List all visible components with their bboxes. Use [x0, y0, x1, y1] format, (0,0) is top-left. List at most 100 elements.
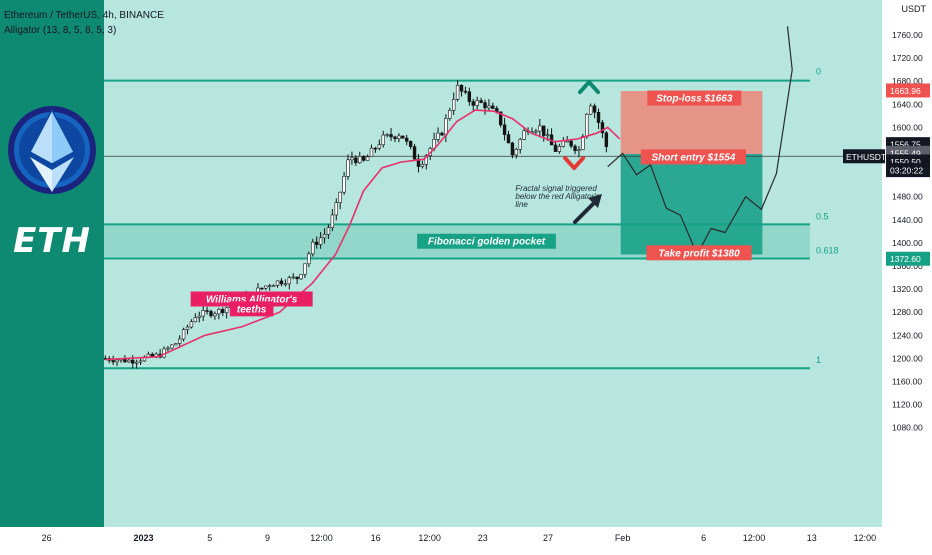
- candle-body: [604, 132, 609, 148]
- candle-body: [545, 134, 550, 137]
- annotation-bg-2: [646, 245, 752, 261]
- currency-label: USDT: [901, 4, 927, 14]
- candle-body: [416, 158, 421, 167]
- x-tick-label: 12:00: [310, 533, 333, 543]
- candle-body: [487, 105, 491, 109]
- candle-body: [201, 310, 205, 317]
- candle-body: [213, 313, 217, 317]
- candle-body: [166, 347, 170, 350]
- price-tag-bg: [886, 163, 930, 178]
- candle-body: [589, 105, 593, 115]
- candle-body: [291, 276, 295, 279]
- candle-body: [365, 156, 370, 161]
- price-tag: 1550.50: [890, 157, 921, 167]
- symbol-tag[interactable]: ETHUSDT: [846, 152, 886, 162]
- candle-body: [193, 317, 198, 322]
- symbol-title: Ethereum / TetherUS, 4h, BINANCE: [4, 10, 164, 21]
- fib-label-0.5: 0.5: [816, 211, 829, 221]
- y-tick-label: 1120.00: [892, 400, 922, 410]
- y-tick-label: 1480.00: [892, 192, 923, 202]
- candle-body: [138, 360, 143, 363]
- candle-body: [322, 234, 327, 239]
- candle-body: [279, 280, 284, 285]
- indicator-label: Alligator (13, 8, 5, 8, 5, 3): [4, 25, 117, 36]
- candle-body: [483, 102, 487, 109]
- candle-body: [264, 285, 268, 289]
- x-tick-label: 5: [207, 533, 212, 543]
- candle-body: [592, 105, 597, 113]
- candle-body: [373, 147, 378, 150]
- candle-body: [350, 157, 354, 161]
- x-tick-label: Feb: [615, 533, 631, 543]
- y-tick-label: 1680.00: [892, 76, 923, 86]
- candle-body: [420, 164, 425, 167]
- candle-body: [436, 132, 440, 140]
- candle-body: [522, 130, 526, 140]
- candle-body: [334, 202, 338, 216]
- candle-body: [467, 91, 472, 102]
- candle-body: [303, 263, 307, 275]
- eth-banner: [0, 0, 104, 527]
- plot-background: [104, 0, 882, 527]
- candle-body: [134, 361, 139, 364]
- candle-body: [330, 214, 335, 228]
- candle-body: [185, 326, 190, 330]
- candle-body: [455, 84, 460, 100]
- x-tick-label: 9: [265, 533, 270, 543]
- candle-body: [189, 321, 194, 328]
- annotation-0: Stop-loss $1663: [656, 94, 733, 105]
- candle-body: [131, 359, 135, 364]
- price-tag: 1372.60: [890, 254, 921, 264]
- annotation-4: Williams Alligator's: [206, 294, 298, 305]
- candle-body: [287, 277, 291, 285]
- y-tick-label: 1600.00: [892, 122, 923, 132]
- candle-body: [553, 144, 558, 152]
- candle-body: [354, 157, 358, 164]
- banner-text: ETH: [13, 221, 91, 261]
- candle-body: [448, 110, 452, 119]
- fib-label-0: 0: [816, 67, 821, 77]
- candle-body: [295, 276, 299, 280]
- annotation-2: Take profit $1380: [658, 248, 740, 259]
- x-tick-label: 26: [42, 533, 52, 543]
- candle-body: [405, 137, 409, 142]
- candle-body: [538, 125, 542, 132]
- candle-body: [318, 237, 323, 245]
- candle-body: [385, 134, 389, 136]
- candle-body: [401, 135, 405, 139]
- price-tag: 1663.96: [890, 86, 921, 96]
- candle-body: [326, 227, 331, 235]
- y-tick-label: 1760.00: [892, 30, 923, 40]
- candle-body: [581, 136, 585, 150]
- candle-body: [542, 125, 546, 136]
- candle-body: [479, 100, 483, 103]
- candle-body: [451, 99, 456, 111]
- annotation-bg-0: [647, 90, 742, 106]
- candle-body: [569, 140, 573, 147]
- candle-body: [177, 338, 182, 344]
- candle-body: [393, 136, 397, 139]
- candle-body: [111, 360, 115, 363]
- candle-body: [127, 359, 131, 363]
- annotation-8: line: [515, 200, 528, 209]
- candle-body: [498, 111, 503, 126]
- candle-body: [170, 344, 174, 349]
- x-tick-label: 2023: [134, 533, 154, 543]
- y-tick-label: 1200.00: [892, 353, 923, 363]
- x-tick-label: 12:00: [743, 533, 766, 543]
- candle-body: [585, 113, 589, 137]
- candle-body: [197, 315, 201, 318]
- pointer-arrow-icon: [573, 198, 599, 224]
- x-tick-label: 6: [701, 533, 706, 543]
- candle-body: [596, 112, 601, 123]
- candle-body: [224, 307, 229, 314]
- fib-label-0.618: 0.618: [816, 245, 839, 255]
- candle-body: [271, 285, 276, 287]
- candle-body: [311, 241, 315, 255]
- candle-body: [209, 311, 213, 317]
- x-tick-label: 12:00: [418, 533, 441, 543]
- candle-body: [534, 130, 538, 133]
- candle-body: [221, 309, 225, 314]
